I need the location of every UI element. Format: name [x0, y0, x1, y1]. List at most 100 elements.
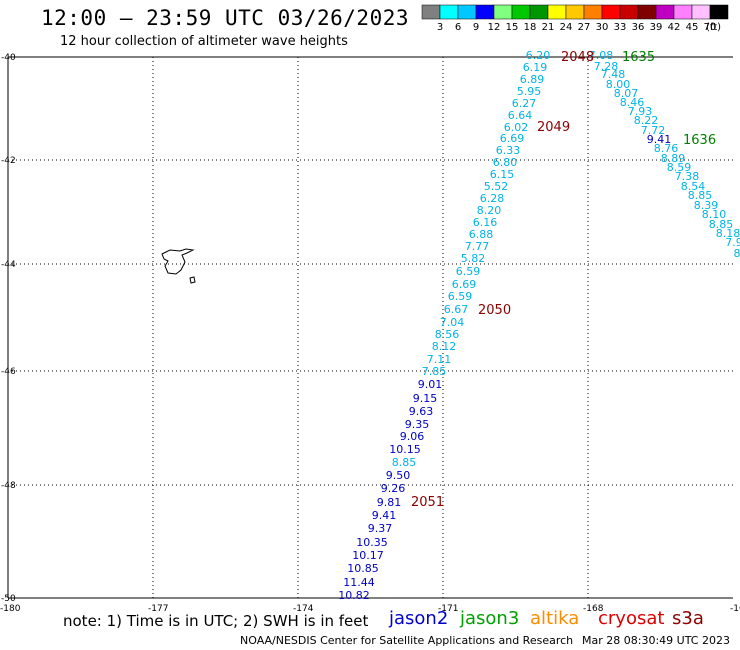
- swh-value: 11.44: [343, 576, 375, 589]
- color-scale-tick: 33: [613, 22, 627, 33]
- pass-id-label: 2050: [478, 303, 511, 318]
- pass-id-label: 2051: [411, 495, 444, 510]
- longitude-label: -180: [0, 604, 21, 614]
- swh-value: 8.56: [435, 328, 460, 341]
- satellite-legend-jason3: jason3: [460, 608, 520, 629]
- longitude-label: -174: [293, 604, 314, 614]
- swh-value: 8: [734, 247, 740, 260]
- color-scale-unit: (ft): [706, 22, 722, 33]
- swh-value: 9.41: [372, 509, 397, 522]
- swh-value: 6.27: [512, 97, 537, 110]
- swh-value: 9.01: [418, 378, 443, 391]
- swh-value: 6.59: [456, 265, 481, 278]
- swh-value: 8.89: [661, 152, 686, 165]
- swh-value: 6.20: [526, 49, 551, 62]
- generated-timestamp: Mar 28 08:30:49 UTC 2023: [582, 634, 730, 647]
- swh-value: 6.69: [500, 132, 525, 145]
- ground-track-b: 7.087.287.488.008.078.467.938.227.729.41…: [589, 49, 740, 260]
- page-title: 12:00 – 23:59 UTC 03/26/2023: [41, 6, 410, 30]
- swh-value: 5.52: [484, 180, 509, 193]
- swh-value: 5.95: [517, 85, 542, 98]
- swh-value: 8.85: [709, 218, 734, 231]
- swh-value: 6.89: [520, 73, 545, 86]
- swh-value: 6.64: [508, 109, 533, 122]
- swh-value: 9.26: [381, 482, 406, 495]
- swh-value: 8.07: [614, 87, 639, 100]
- swh-value: 9.81: [377, 496, 402, 509]
- swh-value: 9.35: [405, 418, 430, 431]
- swh-value: 10.82: [338, 589, 370, 602]
- swh-value: 8.59: [667, 161, 692, 174]
- swh-value: 6.80: [493, 156, 518, 169]
- swh-value: 7.08: [589, 49, 614, 62]
- swh-value: 7.38: [675, 170, 700, 183]
- swh-value: 8.46: [620, 96, 645, 109]
- swh-value: 7.85: [422, 365, 447, 378]
- color-scale-tick: 24: [559, 22, 573, 33]
- swh-value: 6.59: [448, 290, 473, 303]
- swh-value: 8.85: [392, 456, 417, 469]
- color-scale-bar: [421, 4, 729, 20]
- swh-value: 6.19: [523, 61, 548, 74]
- latitude-label: -42: [1, 156, 16, 166]
- latitude-labels: -40 -42 -44 -46 -48 -50: [1, 53, 16, 604]
- swh-value: 7.77: [465, 240, 490, 253]
- swh-value: 5.82: [461, 252, 486, 265]
- color-scale-tick: 42: [667, 22, 681, 33]
- swh-value: 6.28: [480, 192, 505, 205]
- swh-value: 8.12: [432, 340, 457, 353]
- color-scale-swatch: [709, 4, 729, 20]
- swh-value: 6.33: [496, 144, 521, 157]
- swh-value: 8.20: [477, 204, 502, 217]
- swh-value: 6.69: [452, 278, 477, 291]
- latitude-label: -40: [1, 53, 16, 63]
- color-scale-tick: 12: [487, 22, 501, 33]
- swh-value: 8.54: [681, 180, 706, 193]
- latitude-label: -46: [1, 367, 16, 377]
- satellite-legend-cryosat: cryosat: [598, 608, 665, 629]
- color-scale-tick: 70: [703, 22, 717, 33]
- swh-value: 10.17: [352, 549, 384, 562]
- graticule: [8, 57, 733, 598]
- swh-value: 8.39: [694, 199, 719, 212]
- swh-value: 9.63: [409, 405, 434, 418]
- swh-value: 8.00: [606, 78, 631, 91]
- swh-value: 9.41: [647, 133, 672, 146]
- swh-value: 8.18: [716, 227, 740, 240]
- swh-value: 7.72: [641, 124, 666, 137]
- page-subtitle: 12 hour collection of altimeter wave hei…: [60, 34, 348, 49]
- swh-value: 8.22: [634, 114, 659, 127]
- swh-value: 6.88: [469, 228, 494, 241]
- swh-value: 7.48: [601, 68, 626, 81]
- footer-note: note: 1) Time is in UTC; 2) SWH is in fe…: [63, 612, 369, 630]
- swh-value: 6.15: [490, 168, 515, 181]
- color-scale-tick: 18: [523, 22, 537, 33]
- swh-value: 10.15: [389, 443, 421, 456]
- satellite-legend-jason2: jason2: [389, 608, 449, 629]
- swh-value: 7.9: [725, 236, 740, 249]
- swh-value: 7.93: [628, 105, 653, 118]
- swh-value: 6.67: [444, 303, 469, 316]
- longitude-labels: -180 -177 -174 -171 -168 -16: [0, 604, 740, 614]
- credit-line: NOAA/NESDIS Center for Satellite Applica…: [240, 634, 574, 647]
- color-scale-tick: 9: [472, 22, 480, 33]
- pass-id-label: 2049: [537, 120, 570, 135]
- swh-value: 9.15: [413, 392, 438, 405]
- longitude-label: -177: [148, 604, 168, 614]
- color-scale-tick: 45: [685, 22, 699, 33]
- swh-value: 9.37: [368, 522, 393, 535]
- chatham-islands: [161, 248, 196, 284]
- pass-id-label: 2048: [561, 50, 594, 65]
- pass-id-label: 1636: [683, 133, 716, 148]
- satellite-legend-s3a: s3a: [672, 608, 704, 629]
- color-scale-tick: 30: [595, 22, 609, 33]
- swh-value: 8.76: [654, 142, 679, 155]
- color-scale-tick: 3: [436, 22, 444, 33]
- latitude-label: -44: [1, 260, 16, 270]
- longitude-label: -16: [730, 604, 740, 614]
- swh-value: 10.35: [356, 536, 388, 549]
- color-scale-tick: 36: [631, 22, 645, 33]
- pass-id-label: 1635: [622, 50, 655, 65]
- longitude-label: -171: [438, 604, 458, 614]
